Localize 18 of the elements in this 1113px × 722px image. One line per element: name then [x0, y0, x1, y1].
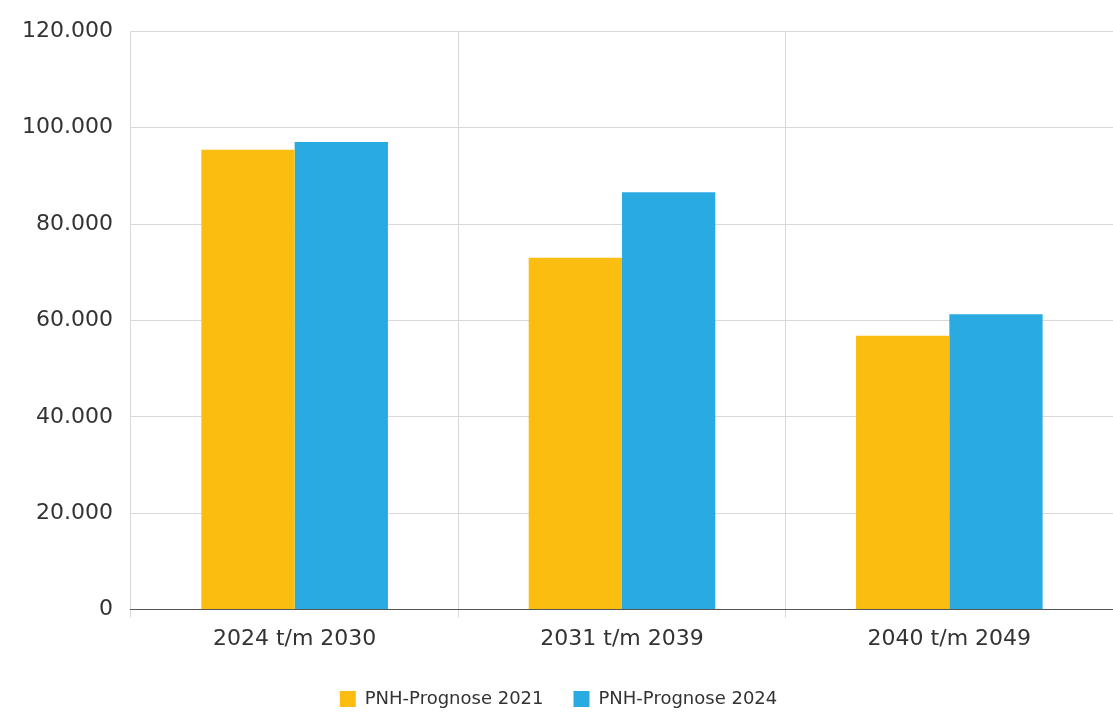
bar — [201, 149, 295, 610]
x-tick-label: 2031 t/m 2039 — [540, 624, 704, 650]
bar — [856, 335, 950, 610]
y-tick-label: 60.000 — [35, 306, 113, 332]
x-tick-label: 2024 t/m 2030 — [212, 624, 377, 650]
legend-label: PNH-Prognose 2024 — [598, 686, 778, 708]
bar — [949, 314, 1043, 610]
y-tick-label: 40.000 — [35, 402, 113, 428]
x-tick-label: 2040 t/m 2049 — [867, 624, 1032, 650]
y-tick-label: 100.000 — [21, 113, 113, 139]
y-tick-label: 80.000 — [35, 209, 113, 235]
y-tick-label: 20.000 — [35, 498, 113, 524]
bar — [294, 142, 388, 610]
bar — [621, 192, 716, 610]
y-tick-label: 120.000 — [21, 16, 113, 42]
legend-label: PNH-Prognose 2021 — [364, 686, 544, 708]
y-tick-label: 0 — [98, 595, 113, 621]
bar — [528, 257, 622, 610]
